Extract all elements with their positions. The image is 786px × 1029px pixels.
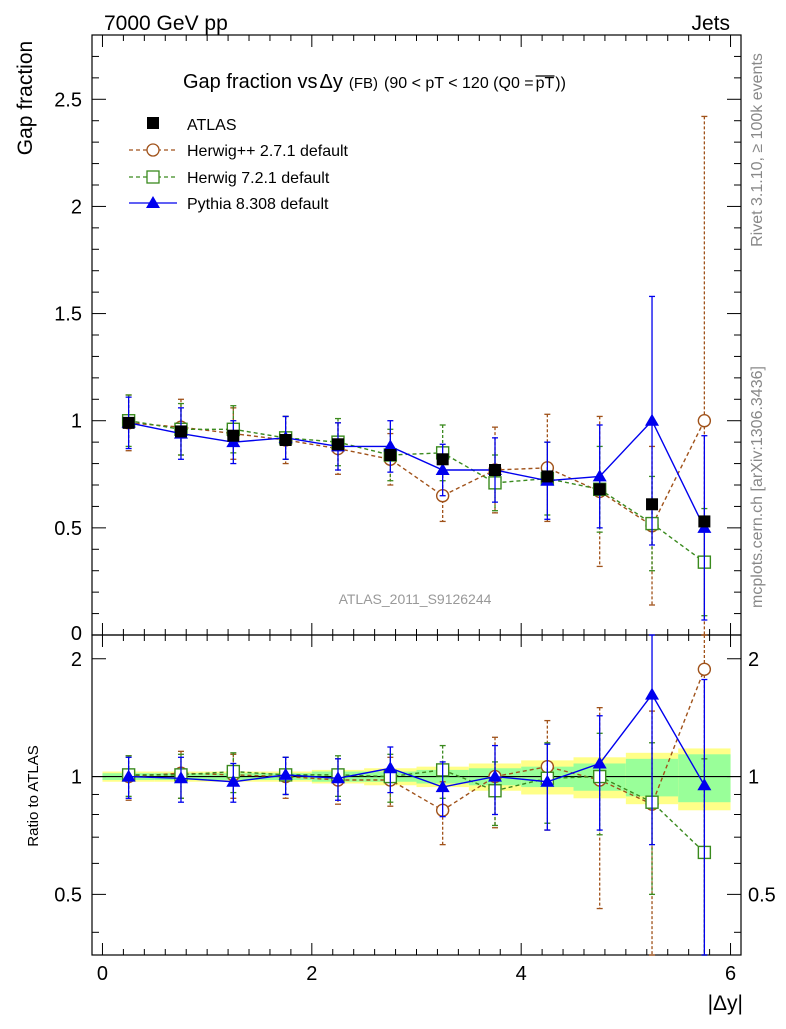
data-series bbox=[121, 115, 712, 956]
pythia-point bbox=[435, 780, 450, 793]
top-line-1 bbox=[128, 420, 705, 527]
y-tick-label-zero: 0 bbox=[71, 623, 82, 645]
legend-pythia-marker bbox=[146, 196, 160, 208]
y-tick-label: 2 bbox=[71, 196, 82, 218]
pythia-point bbox=[645, 687, 660, 700]
y-tick-label: 2.5 bbox=[54, 89, 82, 111]
y-tick-label: 1 bbox=[71, 411, 82, 433]
atlas-data-point bbox=[331, 438, 344, 451]
x-axis-title: |Δy| bbox=[708, 992, 743, 1015]
y-tick-label: 0.5 bbox=[54, 518, 82, 540]
header-process-label: Jets bbox=[691, 12, 730, 35]
x-tick-label: 6 bbox=[725, 963, 736, 985]
legend-pythia-label: Pythia 8.308 default bbox=[187, 196, 329, 213]
series-0 bbox=[122, 416, 711, 528]
pythia-point bbox=[383, 439, 398, 452]
y-axis-title: Gap fraction bbox=[14, 41, 37, 155]
pythia-point bbox=[697, 778, 712, 791]
series-2 bbox=[121, 394, 712, 956]
pythia-point bbox=[592, 469, 607, 482]
pythia-point bbox=[121, 769, 136, 782]
pythia-point bbox=[330, 771, 345, 784]
ratio-axis-title: Ratio to ATLAS bbox=[25, 745, 42, 846]
top-line-2 bbox=[128, 420, 705, 563]
plot-title-main: Gap fraction vs bbox=[183, 71, 318, 93]
ratio-y-tick-label: 2 bbox=[71, 649, 82, 671]
source-label: mcplots.cern.ch [arXiv:1306.3436] bbox=[749, 366, 766, 608]
plot-title-pt: pT bbox=[536, 75, 555, 92]
header-energy-label: 7000 GeV pp bbox=[104, 12, 228, 35]
atlas-data-point bbox=[384, 449, 397, 461]
pythia-point bbox=[383, 761, 398, 774]
pythia-point bbox=[592, 756, 607, 769]
pythia-point bbox=[645, 413, 660, 426]
pythia-point bbox=[173, 771, 188, 784]
analysis-watermark: ATLAS_2011_S9126244 bbox=[339, 591, 492, 607]
herwigpp-point bbox=[697, 414, 712, 428]
x-tick-label: 0 bbox=[97, 963, 108, 985]
ratio-line-2 bbox=[128, 769, 705, 853]
pythia-point bbox=[278, 767, 293, 780]
pythia-point bbox=[226, 774, 241, 787]
atlas-data-point bbox=[122, 416, 135, 429]
plot-title-range: (90 < pT < 120 (Q0 = bbox=[384, 75, 534, 92]
plot-title-cut: (FB) bbox=[349, 75, 378, 92]
y-tick-label: 1.5 bbox=[54, 304, 82, 326]
plot-title-delta: Δy bbox=[320, 71, 343, 93]
top-line-3 bbox=[128, 419, 705, 529]
atlas-data-point bbox=[227, 429, 240, 442]
atlas-data-point bbox=[698, 515, 711, 528]
series-1 bbox=[121, 115, 712, 956]
x-tick-label: 2 bbox=[306, 963, 317, 985]
pythia-point bbox=[435, 463, 450, 475]
atlas-data-point bbox=[541, 470, 554, 483]
atlas-data-point bbox=[436, 453, 449, 466]
atlas-data-point bbox=[593, 483, 606, 496]
ratio-y-tick-label-right: 0.5 bbox=[748, 884, 776, 906]
legend-herwigpp-label: Herwig++ 2.7.1 default bbox=[187, 143, 349, 160]
series-3 bbox=[121, 295, 712, 956]
legend-atlas-marker bbox=[147, 117, 159, 129]
axes: 0 2 4 6 0.5 1 1.5 2 2.5 0 0.5 0.5 1 1 2 2 bbox=[54, 34, 776, 985]
plot-title-close: )) bbox=[555, 75, 566, 92]
ratio-y-tick-label: 0.5 bbox=[54, 884, 82, 906]
legend: ATLAS Herwig++ 2.7.1 default Herwig 7.2.… bbox=[129, 117, 349, 213]
atlas-data-point bbox=[489, 464, 502, 476]
rivet-version-label: Rivet 3.1.10, ≥ 100k events bbox=[749, 53, 766, 247]
atlas-data-point bbox=[646, 498, 659, 511]
ratio-y-tick-label-right: 1 bbox=[748, 767, 759, 789]
ratio-line-3 bbox=[128, 693, 705, 788]
legend-herwigpp-marker bbox=[146, 143, 160, 157]
legend-atlas-label: ATLAS bbox=[187, 117, 237, 134]
x-tick-label: 4 bbox=[516, 963, 527, 985]
herwigpp-point bbox=[697, 662, 712, 676]
plot-title: Gap fraction vs Δy (FB) (90 < pT < 120 (Q0 … bbox=[183, 71, 566, 93]
legend-herwig7-label: Herwig 7.2.1 default bbox=[187, 170, 330, 187]
pythia-point bbox=[540, 774, 555, 787]
atlas-data-point bbox=[279, 434, 292, 446]
legend-herwig7-marker bbox=[146, 170, 160, 184]
pythia-point bbox=[488, 769, 503, 782]
ratio-y-tick-label: 1 bbox=[71, 767, 82, 789]
atlas-data-point bbox=[174, 425, 187, 438]
ratio-y-tick-label-right: 2 bbox=[748, 649, 759, 671]
